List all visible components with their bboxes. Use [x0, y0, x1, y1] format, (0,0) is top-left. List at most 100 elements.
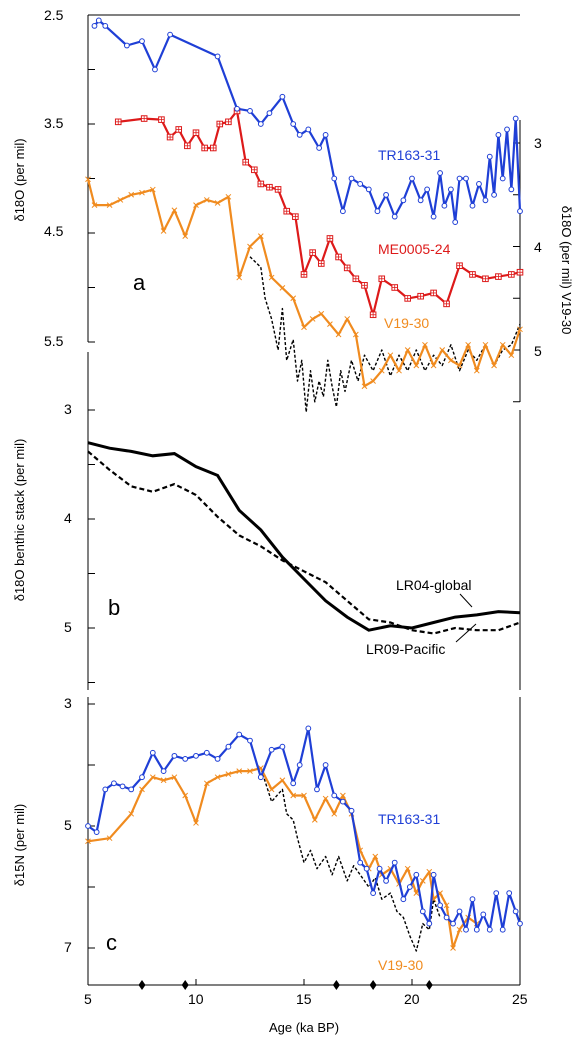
panel-c-data-point: [512, 908, 519, 915]
panel-a-data-point: [463, 175, 469, 182]
panel-a-data-point: [499, 175, 506, 182]
panel-c-xtick: 15: [296, 991, 312, 1007]
panel-c-data-point: [480, 911, 487, 918]
panel-a-data-point: [456, 362, 463, 369]
panel-a-data-point: [465, 341, 472, 348]
panel-c-data-point: [139, 774, 145, 781]
panel-a-data-point: [369, 311, 377, 319]
panel-c-data-point: [370, 890, 377, 896]
panel-c-data-point: [357, 859, 364, 866]
panel-c-data-point: [268, 746, 275, 753]
panel-c-data-point: [182, 756, 189, 762]
panel-a-data-point: [158, 116, 165, 123]
panel-a-ticks: [88, 14, 520, 403]
panel-a-data-point: [123, 42, 130, 49]
panel-c-data-point: [311, 817, 318, 823]
panel-c-series: [85, 725, 523, 952]
panel-a-data-point: [473, 367, 480, 374]
panel-a-data-point: [201, 144, 208, 152]
panel-c-data-point: [322, 762, 329, 768]
panel-b-lr09-pacific-line: [87, 450, 521, 635]
panel-b-letter: b: [108, 595, 120, 620]
panel-c-label-tr163: TR163-31: [378, 811, 440, 827]
panel-a-data-point: [343, 264, 351, 272]
panel-c-data-point: [400, 896, 407, 903]
panel-c-data-point: [506, 890, 513, 896]
panel-a-data-point: [318, 310, 325, 317]
panel-c-data-point: [214, 756, 221, 762]
panel-a-data-point: [391, 213, 398, 220]
panel-a-data-point: [348, 175, 355, 182]
panel-a-ytick: 3.5: [44, 115, 64, 131]
panel-a-data-point: [469, 271, 476, 278]
panel-a-data-point: [184, 142, 191, 150]
panel-a-data-point: [326, 235, 334, 242]
panel-a-data-point: [391, 284, 399, 291]
panel-b-label-lr04: LR04-global: [396, 577, 472, 593]
panel-c-data-point: [426, 868, 433, 875]
panel-a-data-point: [516, 268, 524, 276]
panel-c-data-point: [404, 865, 411, 872]
panel-b: 3 4 5 δ18O benthic stack (per mil) b LR0…: [12, 352, 521, 690]
panel-a-data-point: [456, 175, 463, 182]
panel-c-v19-30-line: [87, 766, 478, 950]
panel-a-data-point: [214, 200, 221, 206]
panel-a-series: [85, 17, 524, 413]
panel-a-data-point: [495, 273, 502, 280]
panel-c: 3 5 7 5 10 15 20 25 Age (ka BP) δ15N (pe…: [12, 695, 528, 1035]
panel-a-data-point: [400, 197, 407, 204]
panel-c-data-point: [363, 865, 370, 872]
panel-a-data-point: [175, 126, 183, 133]
panel-c-letter: c: [106, 930, 117, 955]
panel-a-ylabel-right: δ18O (per mil) V19-30: [559, 206, 574, 335]
panel-a-data-point: [482, 341, 489, 348]
panel-c-data-point: [214, 774, 221, 781]
panel-c-data-point: [443, 914, 450, 921]
panel-c-data-point: [268, 786, 275, 793]
panel-c-ytick: 5: [64, 817, 72, 833]
panel-a-data-point: [469, 202, 476, 209]
panel-c-data-point: [426, 920, 433, 927]
panel-a-data-point: [279, 285, 286, 291]
panel-a-ytick-right: 4: [534, 239, 542, 255]
panel-a-data-point: [437, 170, 443, 176]
panel-a-data-point: [409, 175, 415, 182]
panel-a-data-point: [296, 132, 303, 138]
panel-c-data-point: [225, 771, 232, 778]
panel-a-letter: a: [133, 270, 146, 295]
panel-c-data-point: [257, 774, 264, 781]
panel-c-data-point: [486, 926, 493, 933]
tie-point-marker: [332, 980, 340, 990]
panel-a-data-point: [417, 292, 424, 300]
panel-a-data-point: [430, 213, 437, 220]
panel-c-data-point: [160, 768, 167, 774]
panel-c-data-point: [493, 890, 500, 896]
panel-a-data-point: [339, 208, 346, 215]
panel-a-data-point: [486, 153, 493, 160]
panel-c-data-point: [236, 768, 243, 774]
panel-a-data-point: [257, 180, 265, 188]
panel-a-data-point: [378, 367, 385, 374]
panel-c-data-point: [372, 853, 379, 860]
panel-c-data-point: [171, 774, 178, 781]
panel-a-data-point: [309, 249, 316, 256]
panel-a-data-point: [242, 158, 249, 166]
panel-c-data-point: [450, 920, 456, 927]
panel-a-data-point: [300, 271, 308, 278]
panel-a-data-point: [508, 271, 515, 278]
panel-c-data-point: [376, 865, 383, 872]
panel-b-lr09-leader: [455, 623, 477, 643]
panel-c-data-point: [85, 823, 91, 829]
panel-c-data-point: [247, 768, 253, 774]
panel-a-data-point: [290, 121, 297, 127]
panel-a-data-point: [430, 289, 437, 297]
panel-a-data-point: [236, 274, 243, 281]
tie-point-marker: [138, 980, 146, 990]
panel-a-label-tr163: TR163-31: [378, 147, 440, 163]
panel-c-xlabel: Age (ka BP): [269, 1020, 339, 1035]
panel-a-data-point: [476, 181, 482, 187]
panel-c-data-point: [111, 780, 117, 787]
panel-c-xtick: 20: [404, 991, 420, 1007]
panel-c-data-point: [93, 829, 100, 835]
